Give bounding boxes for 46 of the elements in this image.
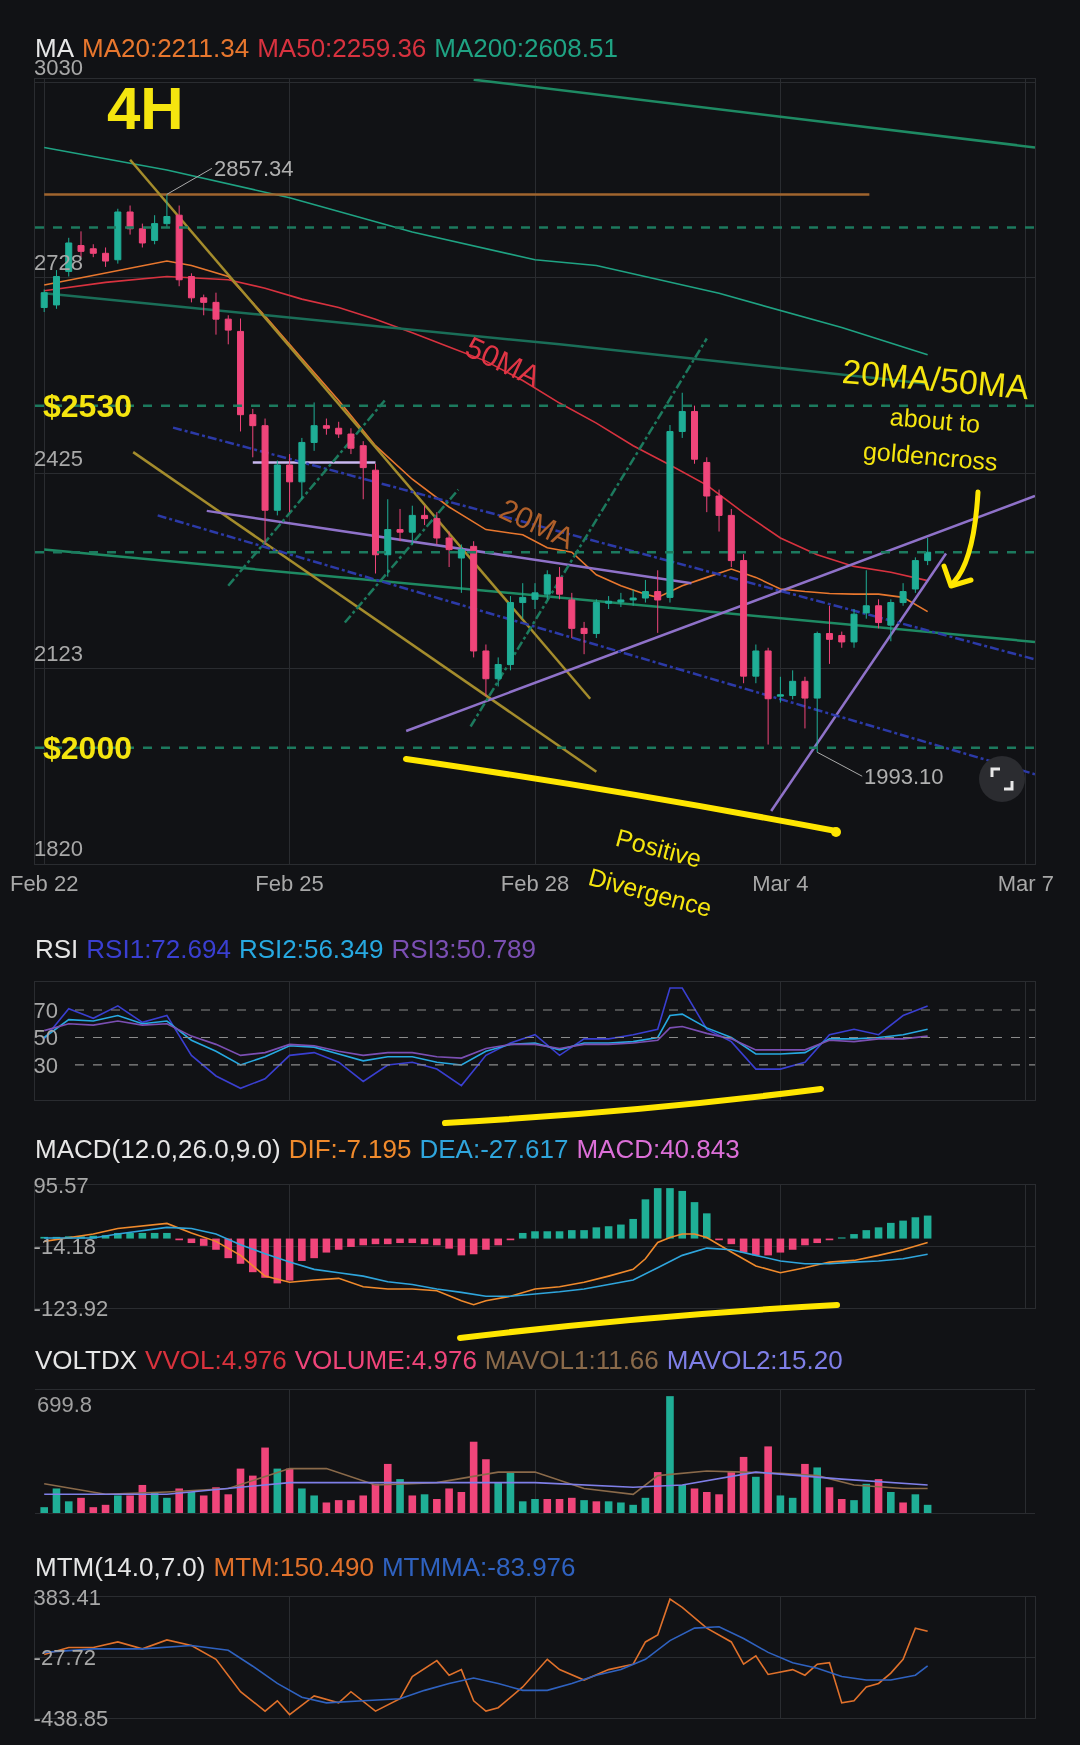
- annotation: Positive: [612, 823, 705, 873]
- text: MA200:2608.51: [434, 33, 618, 63]
- chart-title: MACD(12.0,26.0,9.0): [35, 1134, 281, 1164]
- annotation: 2857.34: [214, 156, 294, 181]
- annotation: 50MA: [460, 330, 546, 394]
- y-tick-label: 50: [33, 1025, 59, 1051]
- chart-title: MTM(14.0,7.0): [35, 1552, 206, 1582]
- y-tick-label: -27.72: [33, 1645, 96, 1671]
- y-tick-label: 1820: [34, 836, 84, 862]
- annotation: 1993.10: [864, 764, 944, 789]
- y-tick-label: -438.85: [33, 1705, 109, 1731]
- y-tick-label: -123.92: [33, 1295, 109, 1321]
- text: RSI3:50.789: [391, 934, 537, 964]
- annotation: 699.8: [37, 1392, 93, 1417]
- text: RSI2:56.349: [238, 934, 384, 964]
- ref-line-label: $2000: [43, 730, 132, 766]
- x-tick-label: Mar 4: [752, 871, 809, 897]
- y-tick-label: -14.18: [33, 1234, 96, 1260]
- annotation: 20MA: [494, 492, 580, 556]
- ref-line-label: $2530: [43, 388, 132, 424]
- text: MAVOL2:15.20: [666, 1345, 843, 1375]
- text: MTMMA:-83.976: [381, 1552, 576, 1582]
- text: MTM:150.490: [213, 1552, 374, 1582]
- text: MA50:2259.36: [257, 33, 427, 63]
- series-label: RSI1:72.694: [86, 934, 231, 964]
- text: MAVOL1:11.66: [484, 1345, 659, 1375]
- y-tick-label: 2425: [34, 445, 84, 471]
- x-tick-label: Feb 22: [9, 871, 79, 897]
- text: DIF:-7.195: [288, 1134, 412, 1164]
- y-tick-label: 70: [33, 997, 59, 1023]
- annotation: goldencross: [862, 436, 999, 476]
- y-tick-label: 2123: [34, 640, 84, 666]
- x-tick-label: Feb 28: [500, 871, 570, 897]
- y-tick-label: 30: [33, 1052, 59, 1078]
- y-tick-label: 95.57: [33, 1172, 89, 1198]
- series-label: MACD:40.843: [576, 1134, 740, 1164]
- annotation: 4H: [107, 75, 184, 142]
- text: MA20:2211.34: [82, 33, 250, 63]
- text: DEA:-27.617: [419, 1134, 569, 1164]
- x-tick-label: Mar 7: [997, 871, 1054, 897]
- chart-subtitle: VVOL:4.976: [145, 1345, 287, 1375]
- chart-title: VOLTDX: [35, 1345, 138, 1375]
- text: VOLUME:4.976: [294, 1345, 477, 1375]
- x-tick-label: Feb 25: [255, 871, 324, 897]
- y-tick-label: 383.41: [33, 1584, 101, 1610]
- chart-title: RSI: [35, 934, 79, 964]
